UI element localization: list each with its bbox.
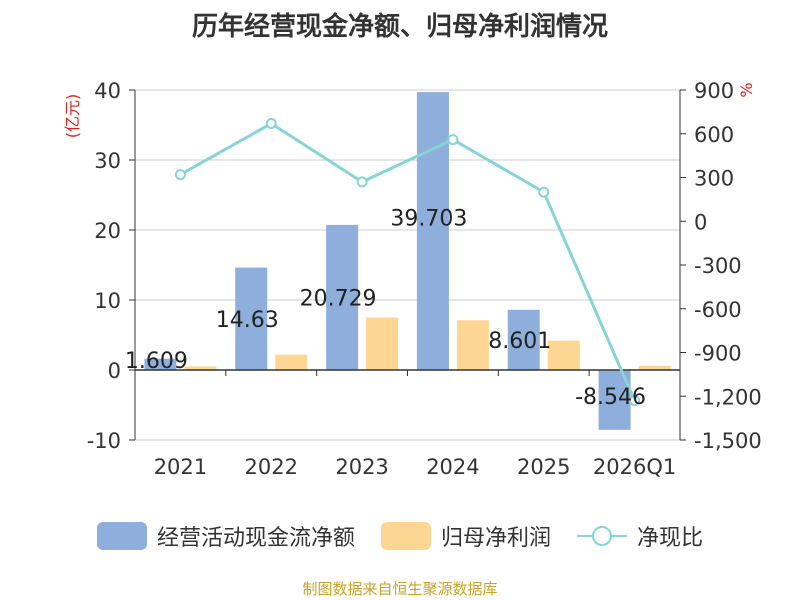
left-tick-label: -10 [87,429,121,453]
line-point-cash-ratio [447,134,459,146]
right-tick-label: -1,500 [694,429,762,453]
right-tick-label: -600 [694,298,742,322]
category-label: 2026Q1 [593,455,676,479]
legend-item-cash-ratio[interactable]: 净现比 [577,520,703,552]
legend-label-net-profit: 归母净利润 [440,526,551,551]
left-tick-label: 10 [94,289,121,313]
line-point-cash-ratio [629,395,641,407]
bar-cashflow [416,92,449,370]
line-cash-ratio [179,121,636,402]
legend-swatch-cash-ratio [577,522,627,550]
bar-net-profit [275,354,308,370]
left-tick-label: 20 [94,219,121,243]
legend-item-cashflow[interactable]: 经营活动现金流净额 [96,520,355,552]
line-point-cash-ratio [538,186,550,198]
legend-label-cash-ratio: 净现比 [637,526,704,551]
right-tick-label: 900 [694,79,734,103]
data-label-cashflow: 8.601 [488,329,551,354]
legend: 经营活动现金流净额 归母净利润 净现比 [0,518,800,554]
bar-net-profit [547,340,580,370]
line-point-cash-ratio [174,169,186,181]
data-label-cashflow: 39.703 [390,206,467,231]
legend-swatch-cashflow [96,522,147,550]
data-label-cashflow: 1.609 [125,349,188,374]
right-tick-label: -900 [694,342,742,366]
legend-item-net-profit[interactable]: 归母净利润 [380,520,551,552]
legend-label-cashflow: 经营活动现金流净额 [156,526,355,551]
category-label: 2021 [154,455,207,479]
category-label: 2025 [517,455,570,479]
right-tick-label: -1,200 [694,385,762,409]
right-tick-label: 0 [694,210,707,234]
right-tick-label: 600 [694,123,734,147]
bar-cashflow [507,309,540,370]
line-point-cash-ratio [265,118,277,130]
left-tick-label: 40 [94,79,121,103]
chart-area: -10 0 10 20 30 40 -1,500 -1,200 -900 -600 -300 0 300… [63,79,762,479]
bar-net-profit [638,365,671,370]
legend-swatch-net-profit [380,522,431,550]
data-label-cashflow: 20.729 [300,286,377,311]
chart-title: 历年经营现金净额、归母净利润情况 [191,12,608,42]
data-label-cashflow: -8.546 [575,385,646,410]
right-tick-label: -300 [694,254,742,278]
data-label-cashflow: 14.63 [216,308,279,333]
bar-cashflow [235,267,268,370]
bar-net-profit [184,366,217,370]
bar-cashflow [326,224,359,370]
left-tick-label: 0 [108,359,121,383]
right-unit-label: % [737,82,756,97]
right-tick-label: 300 [694,167,734,191]
left-unit-label: (亿元) [63,94,82,139]
data-source-note: 制图数据来自恒生聚源数据库 [302,580,498,598]
bar-cashflow [144,358,177,370]
category-label: 2022 [245,455,298,479]
left-tick-label: 30 [94,149,121,173]
line-point-cash-ratio [356,176,368,188]
bar-net-profit [456,320,489,370]
category-label: 2023 [335,455,388,479]
category-label: 2024 [426,455,479,479]
bar-net-profit [366,317,399,370]
